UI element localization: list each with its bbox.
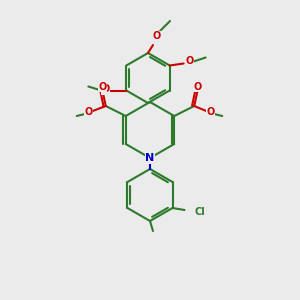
Text: methoxy: methoxy [101,84,108,86]
Text: O: O [185,56,194,65]
Text: N: N [146,153,154,163]
Text: O: O [101,85,110,94]
Text: O: O [153,31,161,41]
Text: O: O [193,82,201,92]
Text: O: O [85,107,93,117]
Text: O: O [206,107,214,117]
Text: O: O [99,82,107,92]
Text: Cl: Cl [194,207,205,217]
